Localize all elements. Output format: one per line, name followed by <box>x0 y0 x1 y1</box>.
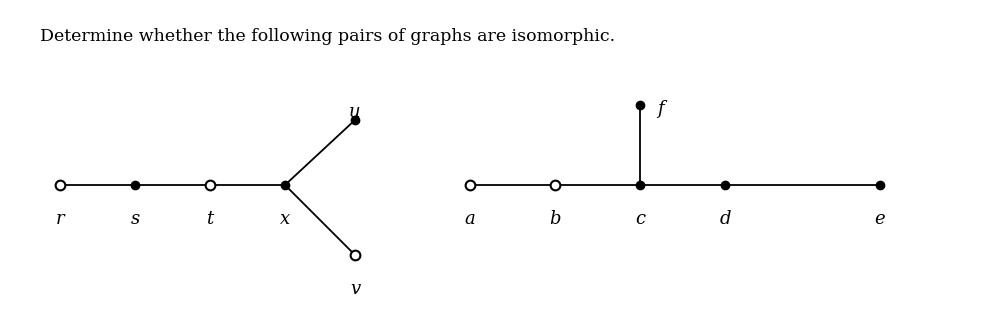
Text: s: s <box>130 210 139 228</box>
Text: a: a <box>464 210 475 228</box>
Text: d: d <box>720 210 731 228</box>
Text: u: u <box>349 103 360 121</box>
Text: f: f <box>657 100 664 118</box>
Text: t: t <box>206 210 213 228</box>
Text: c: c <box>635 210 645 228</box>
Text: v: v <box>350 280 360 298</box>
Text: Determine whether the following pairs of graphs are isomorphic.: Determine whether the following pairs of… <box>40 28 616 45</box>
Text: x: x <box>280 210 290 228</box>
Text: e: e <box>875 210 885 228</box>
Text: r: r <box>56 210 64 228</box>
Text: b: b <box>550 210 561 228</box>
